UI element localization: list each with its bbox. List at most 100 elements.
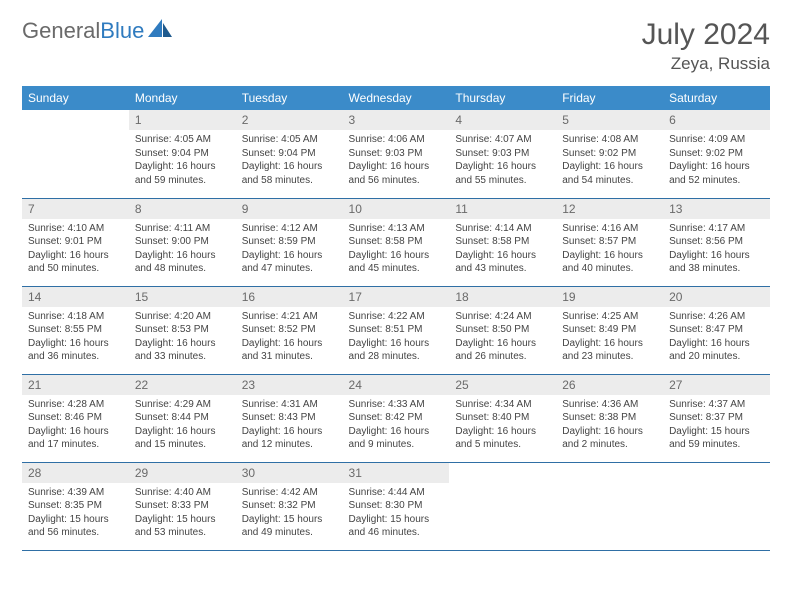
day-info-line: Sunset: 8:59 PM (242, 235, 337, 249)
weekday-header: Wednesday (343, 86, 450, 110)
day-info-line: and 49 minutes. (242, 526, 337, 540)
day-info-line: Sunset: 8:33 PM (135, 499, 230, 513)
calendar-week: 14Sunrise: 4:18 AMSunset: 8:55 PMDayligh… (22, 286, 770, 374)
calendar-day: 9Sunrise: 4:12 AMSunset: 8:59 PMDaylight… (236, 198, 343, 286)
day-info-line: Sunrise: 4:05 AM (242, 133, 337, 147)
day-info-line: Sunset: 8:40 PM (455, 411, 550, 425)
location-label: Zeya, Russia (642, 54, 770, 74)
day-info-line: and 17 minutes. (28, 438, 123, 452)
calendar-day: 3Sunrise: 4:06 AMSunset: 9:03 PMDaylight… (343, 110, 450, 198)
day-info-line: Sunrise: 4:34 AM (455, 398, 550, 412)
day-info-line: Sunrise: 4:06 AM (349, 133, 444, 147)
calendar-day: 24Sunrise: 4:33 AMSunset: 8:42 PMDayligh… (343, 374, 450, 462)
day-info: Sunrise: 4:11 AMSunset: 9:00 PMDaylight:… (129, 219, 236, 280)
day-info: Sunrise: 4:37 AMSunset: 8:37 PMDaylight:… (663, 395, 770, 456)
day-info-line: and 56 minutes. (349, 174, 444, 188)
day-info: Sunrise: 4:26 AMSunset: 8:47 PMDaylight:… (663, 307, 770, 368)
day-info: Sunrise: 4:12 AMSunset: 8:59 PMDaylight:… (236, 219, 343, 280)
weekday-header: Saturday (663, 86, 770, 110)
brand-text: GeneralBlue (22, 18, 144, 44)
weekday-header: Sunday (22, 86, 129, 110)
weekday-header: Friday (556, 86, 663, 110)
day-info-line: and 58 minutes. (242, 174, 337, 188)
day-info-line: Sunrise: 4:16 AM (562, 222, 657, 236)
day-number: 10 (343, 199, 450, 219)
calendar-day: 2Sunrise: 4:05 AMSunset: 9:04 PMDaylight… (236, 110, 343, 198)
calendar-day: 17Sunrise: 4:22 AMSunset: 8:51 PMDayligh… (343, 286, 450, 374)
day-info-line: Sunset: 8:52 PM (242, 323, 337, 337)
day-info: Sunrise: 4:28 AMSunset: 8:46 PMDaylight:… (22, 395, 129, 456)
day-info-line: Daylight: 16 hours (455, 337, 550, 351)
day-info-line: Daylight: 16 hours (28, 425, 123, 439)
day-info-line: and 20 minutes. (669, 350, 764, 364)
calendar-day (556, 462, 663, 550)
day-number: 9 (236, 199, 343, 219)
day-info-line: Daylight: 16 hours (669, 160, 764, 174)
day-info-line: and 40 minutes. (562, 262, 657, 276)
day-info-line: and 5 minutes. (455, 438, 550, 452)
day-number: 7 (22, 199, 129, 219)
day-info: Sunrise: 4:18 AMSunset: 8:55 PMDaylight:… (22, 307, 129, 368)
day-info: Sunrise: 4:14 AMSunset: 8:58 PMDaylight:… (449, 219, 556, 280)
day-info: Sunrise: 4:36 AMSunset: 8:38 PMDaylight:… (556, 395, 663, 456)
calendar-day: 30Sunrise: 4:42 AMSunset: 8:32 PMDayligh… (236, 462, 343, 550)
day-number: 8 (129, 199, 236, 219)
day-info-line: Sunrise: 4:13 AM (349, 222, 444, 236)
day-info: Sunrise: 4:13 AMSunset: 8:58 PMDaylight:… (343, 219, 450, 280)
day-info-line: Sunrise: 4:22 AM (349, 310, 444, 324)
calendar-day: 6Sunrise: 4:09 AMSunset: 9:02 PMDaylight… (663, 110, 770, 198)
day-info-line: Daylight: 16 hours (242, 425, 337, 439)
day-info: Sunrise: 4:10 AMSunset: 9:01 PMDaylight:… (22, 219, 129, 280)
day-info-line: Daylight: 16 hours (349, 337, 444, 351)
calendar-day: 12Sunrise: 4:16 AMSunset: 8:57 PMDayligh… (556, 198, 663, 286)
calendar-day: 4Sunrise: 4:07 AMSunset: 9:03 PMDaylight… (449, 110, 556, 198)
calendar-day (22, 110, 129, 198)
header: GeneralBlue July 2024 Zeya, Russia (22, 18, 770, 74)
day-number: 5 (556, 110, 663, 130)
day-info-line: Daylight: 16 hours (349, 249, 444, 263)
day-info-line: Sunrise: 4:05 AM (135, 133, 230, 147)
calendar-day: 10Sunrise: 4:13 AMSunset: 8:58 PMDayligh… (343, 198, 450, 286)
day-number: 2 (236, 110, 343, 130)
day-info-line: and 33 minutes. (135, 350, 230, 364)
brand-part1: General (22, 18, 100, 43)
day-info: Sunrise: 4:33 AMSunset: 8:42 PMDaylight:… (343, 395, 450, 456)
day-number (663, 463, 770, 483)
day-info-line: Sunset: 9:02 PM (669, 147, 764, 161)
day-info-line: Daylight: 16 hours (349, 425, 444, 439)
title-block: July 2024 Zeya, Russia (642, 18, 770, 74)
day-info-line: Sunset: 8:50 PM (455, 323, 550, 337)
day-info-line: and 46 minutes. (349, 526, 444, 540)
day-number: 30 (236, 463, 343, 483)
day-info-line: Daylight: 16 hours (562, 249, 657, 263)
calendar-day: 19Sunrise: 4:25 AMSunset: 8:49 PMDayligh… (556, 286, 663, 374)
day-info-line: and 12 minutes. (242, 438, 337, 452)
day-number: 25 (449, 375, 556, 395)
day-info: Sunrise: 4:25 AMSunset: 8:49 PMDaylight:… (556, 307, 663, 368)
day-info-line: Daylight: 16 hours (455, 425, 550, 439)
day-number: 6 (663, 110, 770, 130)
calendar-day: 21Sunrise: 4:28 AMSunset: 8:46 PMDayligh… (22, 374, 129, 462)
weekday-header: Thursday (449, 86, 556, 110)
day-info-line: and 50 minutes. (28, 262, 123, 276)
day-info (556, 483, 663, 490)
day-info-line: Sunset: 8:53 PM (135, 323, 230, 337)
day-info-line: and 53 minutes. (135, 526, 230, 540)
day-info-line: Sunset: 9:03 PM (349, 147, 444, 161)
day-number: 23 (236, 375, 343, 395)
calendar-day: 8Sunrise: 4:11 AMSunset: 9:00 PMDaylight… (129, 198, 236, 286)
day-info: Sunrise: 4:16 AMSunset: 8:57 PMDaylight:… (556, 219, 663, 280)
day-info-line: Sunset: 8:56 PM (669, 235, 764, 249)
day-info-line: Sunset: 8:38 PM (562, 411, 657, 425)
day-info-line: Sunset: 8:37 PM (669, 411, 764, 425)
day-number (556, 463, 663, 483)
day-number: 17 (343, 287, 450, 307)
day-number: 29 (129, 463, 236, 483)
calendar-header-row: SundayMondayTuesdayWednesdayThursdayFrid… (22, 86, 770, 110)
day-info-line: Daylight: 16 hours (135, 425, 230, 439)
day-info: Sunrise: 4:17 AMSunset: 8:56 PMDaylight:… (663, 219, 770, 280)
day-info-line: Daylight: 16 hours (562, 337, 657, 351)
calendar-day (449, 462, 556, 550)
day-number (449, 463, 556, 483)
day-info-line: and 15 minutes. (135, 438, 230, 452)
